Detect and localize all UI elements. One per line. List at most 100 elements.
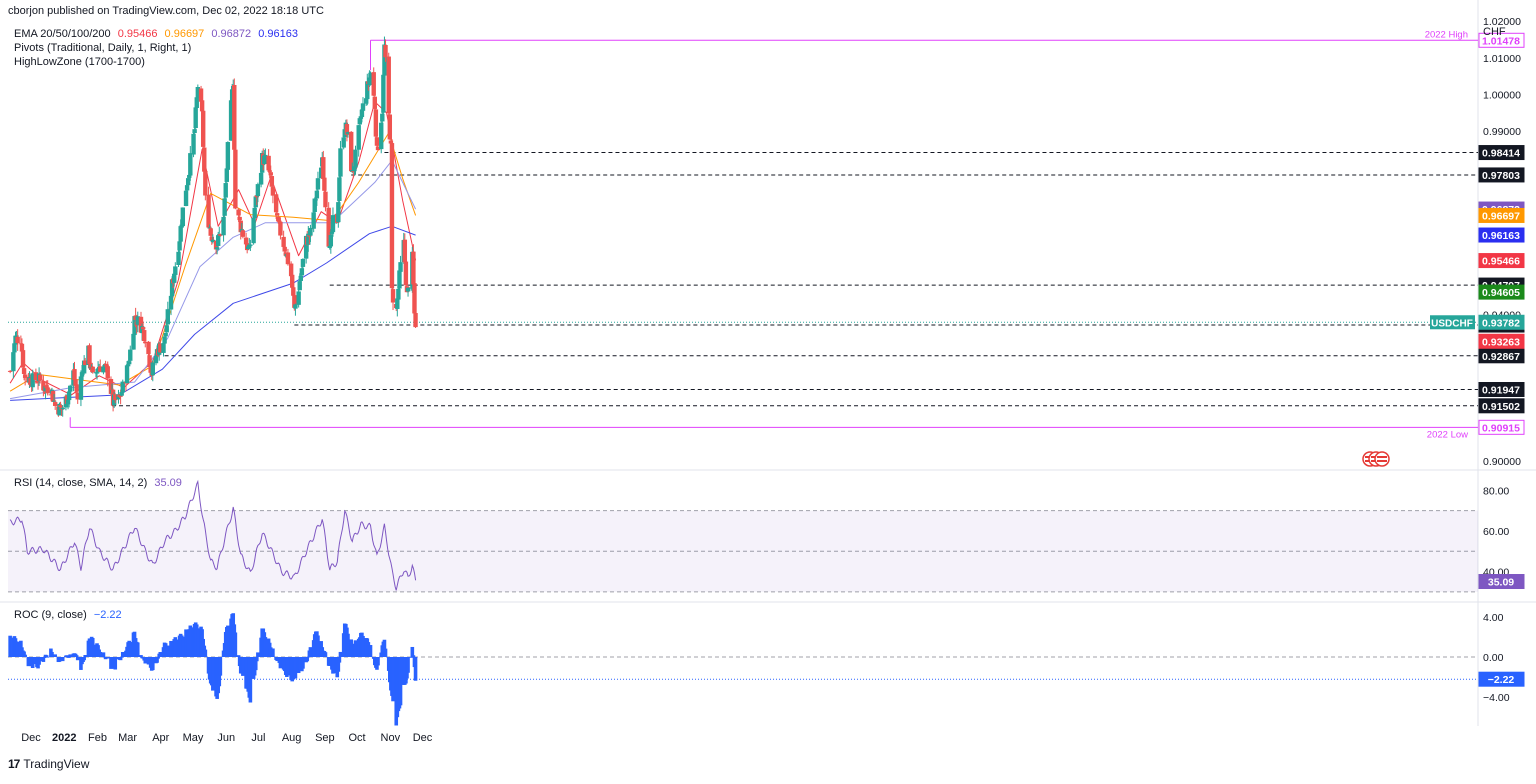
roc-bar [413,657,418,681]
roc-bar [331,657,335,674]
candle-body [210,239,216,243]
candle-body [405,287,411,292]
pivot-price-label-text: 0.92867 [1482,351,1520,363]
roc-bar [323,652,328,657]
candle [403,258,409,291]
candle-body [298,275,303,281]
candle-body [240,230,246,237]
candle-body [68,385,73,392]
roc-bar [15,641,20,657]
rsi-legend[interactable]: RSI (14, close, SMA, 14, 2) 35.09 [14,477,182,489]
roc-bar [411,655,416,657]
candle-body [390,289,396,303]
candle [20,346,26,370]
candle-body [388,140,394,144]
candle-body [228,100,234,141]
highlow-caption: 2022 Low [1427,429,1468,440]
roc-bar [128,641,133,657]
pivot-price-label-bg [1478,398,1525,414]
roc-bar [382,639,387,657]
candle [240,229,246,239]
candle-body [315,178,321,190]
ema-price-label: 0.94605 [1478,284,1525,300]
candle-body [412,283,417,314]
candle-body [328,234,334,247]
x-tick-label: Feb [88,732,107,744]
candle [135,311,140,333]
candle [409,286,414,291]
rsi-legend-label: RSI (14, close, SMA, 14, 2) [14,477,148,489]
candle-body [396,288,401,300]
ema-price-label-text: 0.93263 [1482,336,1520,348]
candle-body [203,170,208,196]
candle-body [142,330,147,342]
highlow-price-label-text: 1.01478 [1482,35,1520,47]
candle [349,131,354,172]
candle-body [58,405,63,408]
candle-body [338,148,343,177]
ema-price-label: 0.96163 [1478,227,1525,243]
candle-body [118,395,123,397]
candle-body [237,216,242,221]
candle-body [14,335,19,337]
roc-bar [166,645,170,657]
candle [338,140,343,185]
candle-body [371,72,376,96]
candle-body [273,194,279,213]
candle [83,357,88,366]
candle [21,366,27,381]
roc-bar [173,637,178,657]
rsi-line [9,479,417,591]
candle-body [51,400,57,402]
candle-body [113,394,118,401]
symbol-tag-text: USDCHF [1431,318,1473,329]
candle [191,132,196,158]
candle-body [125,364,131,367]
candle [173,262,178,277]
pivot-price-label-text: 0.91947 [1482,385,1520,397]
candle-body [105,366,110,379]
candle-body [380,113,385,122]
candle [243,232,249,245]
candle-body [214,247,220,250]
candle-body [282,246,287,252]
ema-price-label: 0.95466 [1478,253,1525,269]
candle [210,234,216,244]
rsi-value-label-bg [1478,574,1525,590]
x-tick-label: Jul [251,732,265,744]
ema20-line [9,101,417,396]
candle-body [349,131,354,172]
candle-body [146,341,151,355]
candle [323,190,328,212]
tradingview-logo[interactable]: 17 TradingView [8,757,89,771]
candle [15,329,20,351]
roc-bar [256,652,260,657]
roc-bar [67,657,71,658]
candle-body [268,172,273,176]
candle-body [379,122,384,150]
candle-body [183,190,189,207]
candle [60,405,65,417]
pivots-legend[interactable]: Pivots (Traditional, Daily, 1, Right, 1) [14,42,192,54]
candle-body [297,281,302,291]
candle-body [233,149,238,209]
ema-price-label-bg [1478,207,1525,223]
candle [233,144,238,210]
ema200-value: 0.96163 [258,28,298,40]
ema-legend[interactable]: EMA 20/50/100/200 0.95466 0.96697 0.9687… [14,28,298,40]
candle [379,118,384,154]
candle [263,148,268,159]
candle [285,248,291,266]
candle-body [254,195,260,198]
roc-legend[interactable]: ROC (9, close) −2.22 [14,609,122,621]
candle-body [184,185,190,191]
candle-body [357,118,362,125]
pivot-price-label-text: 0.98414 [1482,148,1520,160]
candle [65,399,71,410]
candle [336,196,341,228]
roc-bar [196,628,200,657]
candle-body [153,355,159,364]
highlow-legend[interactable]: HighLowZone (1700-1700) [14,56,145,68]
